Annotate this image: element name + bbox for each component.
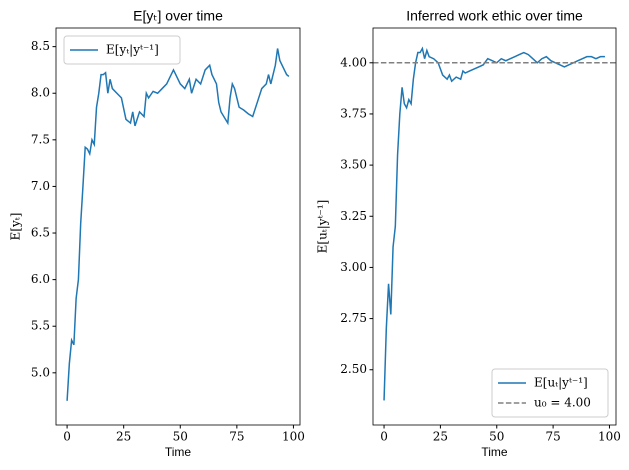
legend-label: E[yₜ|yᵗ⁻¹] (106, 43, 159, 57)
y-tick-label: 6.5 (31, 226, 50, 240)
legend-label: u₀ = 4.00 (534, 396, 591, 410)
x-axis-label: Time (481, 445, 508, 459)
chart-title: E[yₜ] over time (133, 8, 223, 24)
x-tick-label: 75 (545, 430, 560, 444)
y-tick-label: 4.00 (340, 55, 367, 69)
x-axis-label: Time (165, 445, 192, 459)
legend-box (63, 35, 181, 65)
plot-frame (372, 27, 617, 426)
data-line (66, 48, 290, 401)
plot-frame (55, 27, 301, 426)
chart-title: Inferred work ethic over time (406, 8, 583, 24)
y-tick-label: 3.50 (340, 158, 367, 172)
y-tick-label: 5.5 (31, 319, 50, 333)
x-tick-label: 50 (173, 430, 188, 444)
x-tick-label: 100 (598, 430, 621, 444)
x-tick-label: 0 (380, 430, 388, 444)
y-tick-label: 2.75 (340, 311, 367, 325)
y-tick-label: 8.5 (31, 39, 50, 53)
y-tick-label: 6.0 (31, 272, 50, 286)
y-tick-label: 7.0 (31, 179, 50, 193)
y-tick-label: 3.00 (340, 260, 367, 274)
legend-label: E[uₜ|yᵗ⁻¹] (534, 376, 588, 390)
y-axis-label: E[yₜ] (9, 213, 23, 241)
y-tick-label: 2.50 (340, 362, 367, 376)
x-tick-label: 100 (282, 430, 305, 444)
y-tick-label: 3.25 (340, 209, 367, 223)
x-tick-label: 50 (489, 430, 504, 444)
y-tick-label: 8.0 (31, 86, 50, 100)
y-tick-label: 5.0 (31, 365, 50, 379)
y-axis-label: E[uₜ|yᵗ⁻¹] (316, 200, 330, 254)
x-tick-label: 0 (63, 430, 71, 444)
legend-box (491, 368, 609, 418)
x-tick-label: 25 (433, 430, 448, 444)
y-tick-label: 3.75 (340, 106, 367, 120)
data-line (383, 46, 605, 401)
x-tick-label: 25 (116, 430, 131, 444)
y-tick-label: 7.5 (31, 132, 50, 146)
x-tick-label: 75 (229, 430, 244, 444)
